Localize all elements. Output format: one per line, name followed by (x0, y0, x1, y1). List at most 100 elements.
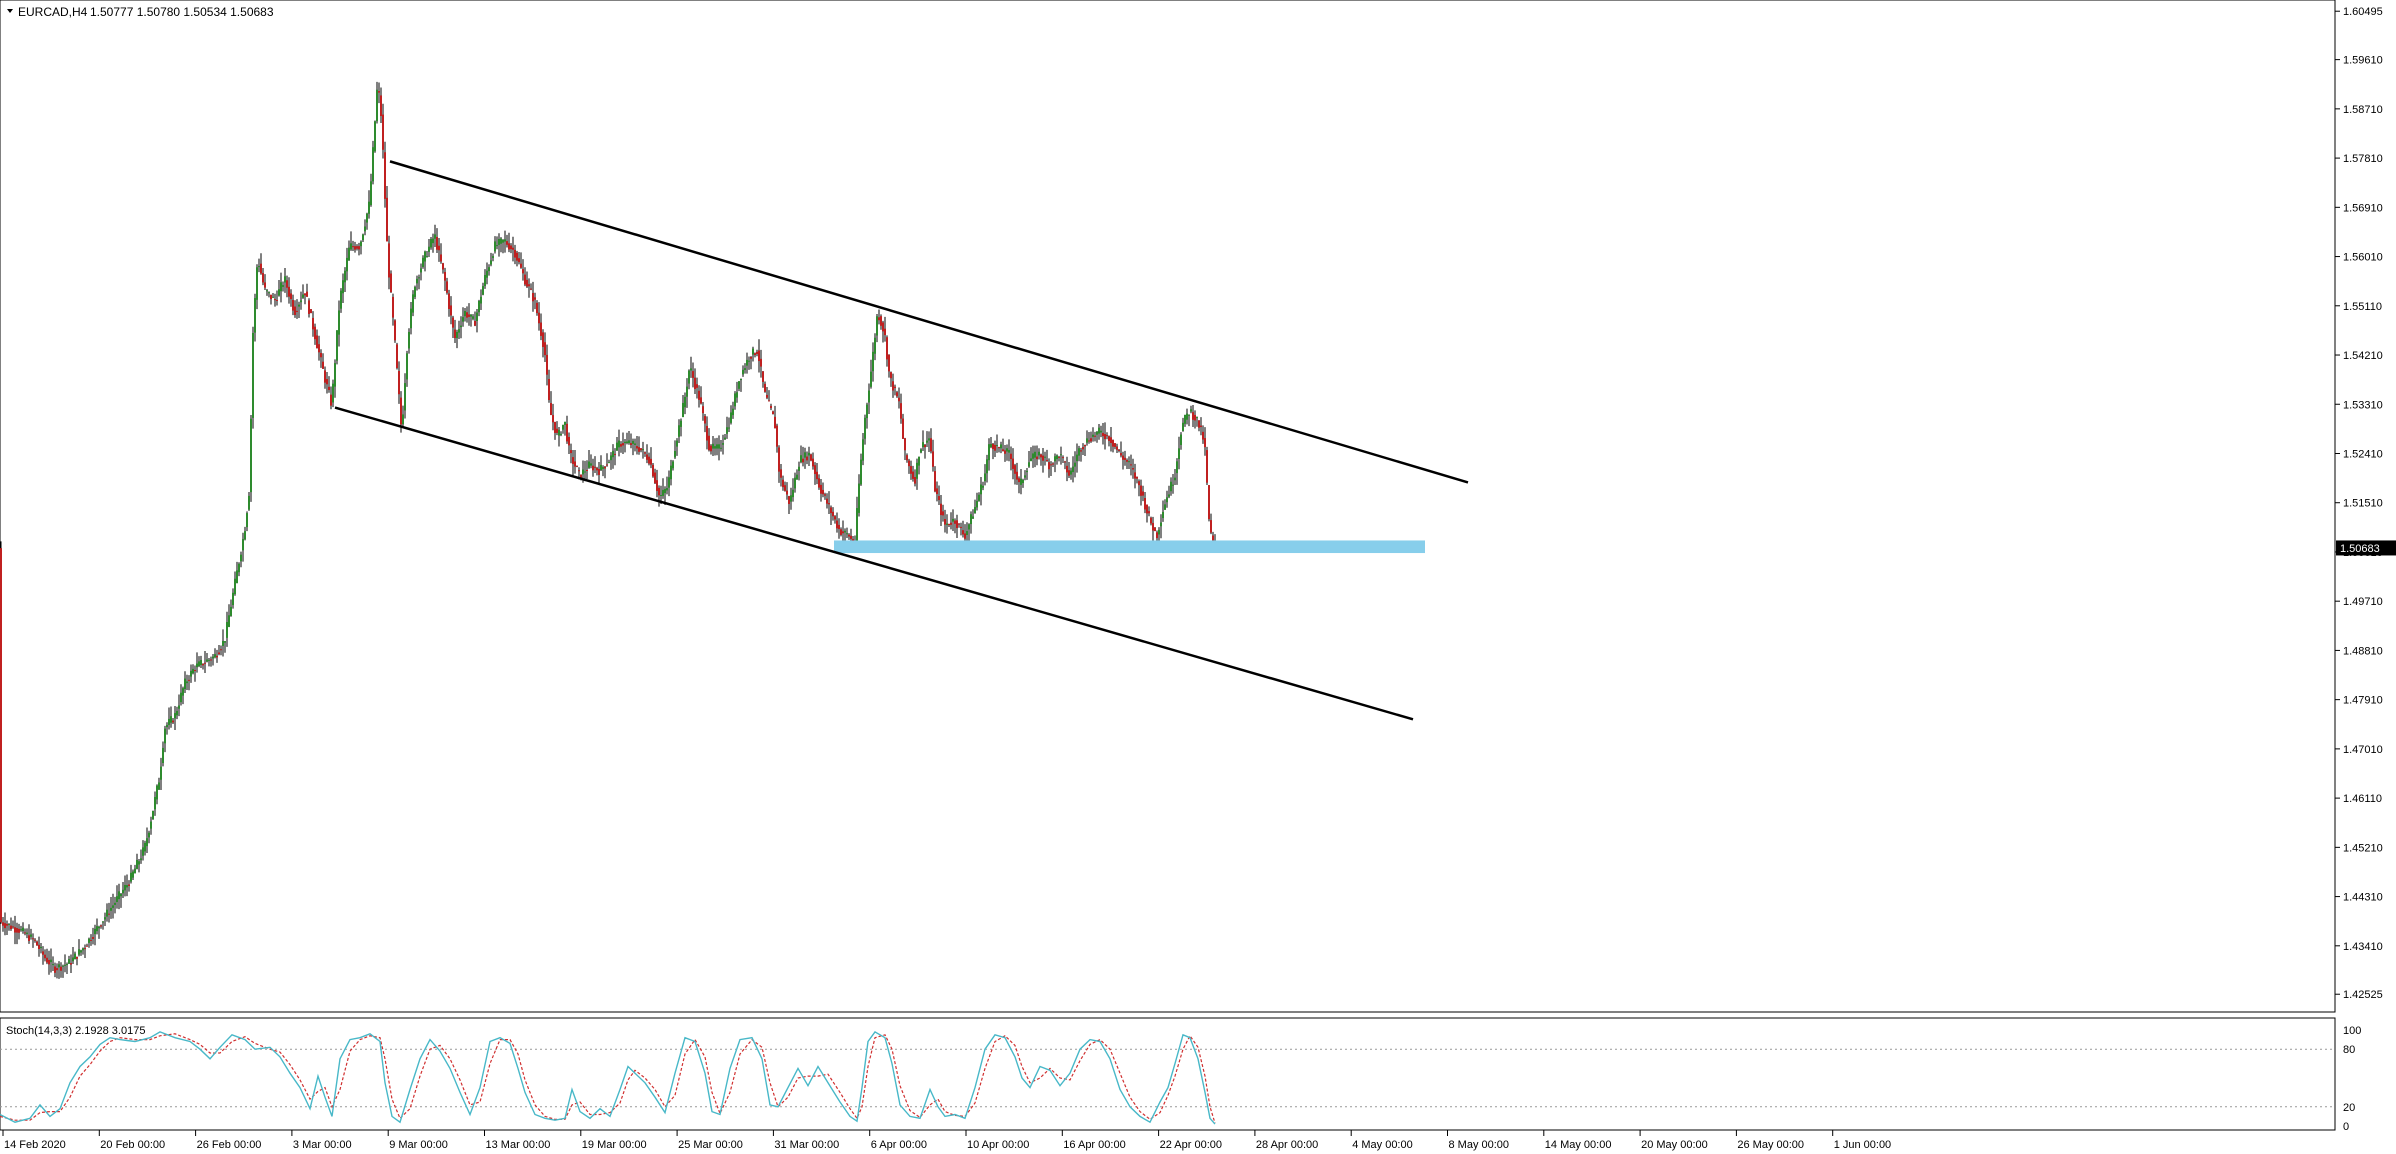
candle-body (490, 260, 492, 265)
candle-body (276, 299, 278, 301)
candle-body (726, 427, 728, 434)
candle-body (934, 471, 936, 492)
candle-body (810, 454, 812, 461)
candle-body (818, 478, 820, 488)
candle-body (652, 464, 654, 477)
candle-body (192, 668, 194, 674)
candle-body (164, 728, 166, 744)
candle-body (882, 322, 884, 332)
support-zone[interactable] (834, 540, 1425, 554)
candle-body (1052, 463, 1054, 465)
candle-body (308, 300, 310, 314)
candle-body (182, 688, 184, 696)
candle-body (282, 285, 284, 287)
candle-body (464, 311, 466, 317)
candle-body (316, 335, 318, 349)
candle-body (6, 923, 8, 926)
candle-body (1178, 448, 1180, 460)
triangle-down-icon[interactable] (7, 9, 13, 13)
candle-body (184, 678, 186, 690)
candle-body (178, 705, 180, 709)
candle-body (1196, 417, 1198, 419)
candle-body (870, 371, 872, 387)
candle-body (828, 503, 830, 505)
candle-body (372, 147, 374, 182)
candle-body (1162, 511, 1164, 519)
candle-body (954, 520, 956, 524)
candle-body (574, 461, 576, 467)
candle-body (384, 152, 386, 199)
candle-body (294, 306, 296, 315)
symbol-label: EURCAD,H4 (18, 5, 88, 19)
candle-body (488, 267, 490, 272)
candle-body (428, 246, 430, 252)
candle-body (110, 907, 112, 911)
candle-body (274, 299, 276, 301)
candle-body (440, 254, 442, 262)
candle-body (422, 257, 424, 267)
time-axis[interactable]: 14 Feb 2020 20 Feb 00:00 26 Feb 00:00 3 Mar… (2, 1130, 1891, 1151)
candle-body (312, 317, 314, 330)
candle-body (664, 488, 666, 494)
candle-body (1090, 438, 1092, 442)
candle-body (338, 310, 340, 335)
candle-body (822, 489, 824, 495)
stochastic-pane[interactable]: Stoch(14,3,3) 2.1928 3.0175 100 80 20 0 (0, 1017, 2361, 1133)
candle-body (576, 465, 578, 467)
candle-body (1056, 455, 1058, 460)
candle-body (188, 679, 190, 681)
candle-body (94, 928, 96, 935)
candle-body (686, 386, 688, 397)
candle-body (268, 292, 270, 294)
time-tick-label: 9 Mar 00:00 (389, 1139, 448, 1151)
candle-body (826, 498, 828, 504)
candle-body (1026, 470, 1028, 473)
candle-body (550, 403, 552, 415)
candle-body (56, 968, 58, 971)
candle-body (354, 246, 356, 250)
candle-body (706, 425, 708, 441)
candle-body (1152, 522, 1154, 531)
price-tick-label: 1.58710 (2343, 104, 2383, 116)
candle-body (588, 461, 590, 468)
channel-upper-line[interactable] (389, 160, 1469, 484)
candle-body (404, 383, 406, 411)
candle-body (776, 425, 778, 447)
candle-body (616, 442, 618, 451)
candle-body (180, 692, 182, 703)
candle-body (522, 269, 524, 274)
candle-body (42, 951, 44, 955)
candle-body (724, 437, 726, 440)
candle-body (228, 615, 230, 627)
candle-body (1088, 440, 1090, 442)
price-axis[interactable]: 1.60495 1.59610 1.58710 1.57810 1.56910 1.560… (2335, 6, 2383, 1001)
candle-body (240, 554, 242, 562)
candle-body (650, 458, 652, 465)
candle-body (716, 444, 718, 449)
price-tick-label: 1.53310 (2343, 399, 2383, 411)
candle-body (1000, 444, 1002, 449)
candle-body (38, 944, 40, 949)
candle-body (1082, 447, 1084, 450)
price-pane[interactable] (0, 0, 2336, 1013)
candle-body (1072, 466, 1074, 473)
candle-body (1084, 444, 1086, 447)
candle-body (1194, 414, 1196, 421)
candle-body (740, 378, 742, 381)
candle-body (608, 462, 610, 464)
time-tick-label: 28 Apr 00:00 (1256, 1139, 1318, 1151)
candle-body (460, 325, 462, 328)
candle-body (1206, 450, 1208, 483)
candle-body (792, 489, 794, 498)
candle-body (640, 448, 642, 451)
candle-body (748, 360, 750, 362)
candle-body (894, 386, 896, 389)
candle-body (784, 485, 786, 491)
channel-lower-line[interactable] (334, 406, 1414, 721)
candle-body (982, 485, 984, 488)
candle-body (332, 383, 334, 403)
candle-body (844, 530, 846, 533)
candle-body (856, 508, 858, 542)
candle-body (1028, 462, 1030, 467)
